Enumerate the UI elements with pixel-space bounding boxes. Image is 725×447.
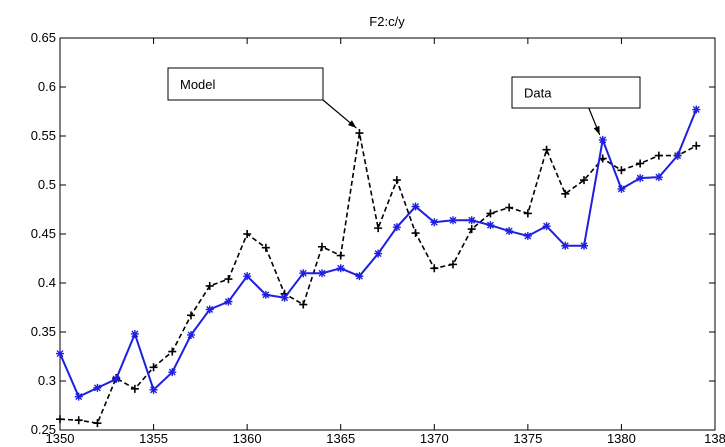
marker — [93, 383, 102, 392]
y-tick-label: 0.3 — [38, 373, 56, 388]
marker — [542, 145, 551, 154]
marker — [168, 347, 177, 356]
marker — [355, 129, 364, 138]
x-tick-label: 1370 — [420, 431, 449, 446]
y-tick-label: 0.65 — [31, 30, 56, 45]
marker — [318, 242, 326, 251]
annotation-text: Model — [180, 77, 216, 92]
marker — [449, 260, 457, 269]
marker — [430, 218, 439, 227]
x-tick-label: 1360 — [233, 431, 262, 446]
series — [56, 105, 701, 401]
marker — [187, 330, 195, 339]
x-tick-label: 138 — [704, 431, 725, 446]
marker — [336, 251, 345, 260]
marker — [654, 151, 663, 160]
marker — [299, 300, 308, 309]
series — [56, 129, 701, 428]
y-tick-label: 0.35 — [31, 324, 56, 339]
marker — [392, 176, 401, 185]
marker — [636, 159, 645, 168]
marker — [636, 174, 645, 183]
marker — [580, 241, 588, 250]
marker — [168, 368, 177, 377]
marker — [130, 384, 139, 393]
marker — [224, 275, 233, 284]
marker — [561, 189, 570, 198]
marker — [692, 141, 701, 150]
marker — [224, 297, 233, 306]
annotation-box — [511, 76, 641, 109]
x-tick-label: 1355 — [139, 431, 168, 446]
marker — [542, 222, 551, 231]
y-tick-label: 0.25 — [31, 422, 56, 437]
marker — [598, 135, 607, 144]
marker — [205, 305, 214, 314]
marker — [374, 249, 383, 258]
x-tick-label: 1350 — [46, 431, 75, 446]
annotation-arrowhead — [593, 125, 600, 135]
marker — [130, 329, 139, 338]
marker — [299, 269, 308, 278]
x-tick-label: 1375 — [513, 431, 542, 446]
marker — [74, 416, 83, 425]
annotation-box — [167, 67, 324, 101]
marker — [673, 151, 682, 160]
annotation-text: Data — [524, 86, 552, 101]
marker — [74, 392, 83, 401]
marker — [261, 243, 270, 252]
marker — [486, 209, 495, 218]
marker — [280, 293, 289, 302]
x-tick-label: 1380 — [607, 431, 636, 446]
marker — [505, 203, 514, 212]
marker — [243, 272, 252, 281]
marker — [243, 230, 252, 238]
marker — [56, 349, 64, 358]
y-tick-label: 0.4 — [38, 275, 56, 290]
marker — [505, 227, 514, 236]
marker — [449, 216, 457, 225]
marker — [580, 176, 588, 185]
annotation-arrowhead — [347, 120, 357, 129]
y-tick-label: 0.45 — [31, 226, 56, 241]
marker — [149, 363, 158, 372]
marker — [430, 264, 439, 273]
marker — [392, 223, 401, 232]
series-line — [59, 132, 697, 425]
marker — [149, 385, 158, 394]
marker — [93, 419, 102, 428]
marker — [261, 290, 270, 299]
y-tick-label: 0.55 — [31, 128, 56, 143]
marker — [187, 311, 195, 320]
marker — [561, 241, 570, 250]
marker — [617, 184, 626, 193]
marker — [56, 415, 64, 424]
x-tick-label: 1365 — [326, 431, 355, 446]
marker — [205, 281, 214, 290]
marker — [336, 264, 345, 273]
marker — [467, 216, 476, 225]
marker — [467, 225, 476, 234]
marker — [617, 166, 626, 175]
marker — [112, 375, 121, 384]
marker — [523, 231, 532, 240]
y-tick-label: 0.5 — [38, 177, 56, 192]
marker — [523, 209, 532, 218]
marker — [411, 229, 420, 238]
chart-title: F2:c/y — [369, 14, 405, 29]
y-tick-label: 0.6 — [38, 79, 56, 94]
marker — [411, 202, 420, 211]
marker — [654, 173, 663, 182]
marker — [374, 224, 383, 233]
marker — [692, 105, 701, 114]
marker — [486, 221, 495, 230]
marker — [318, 269, 326, 278]
marker — [355, 272, 364, 281]
